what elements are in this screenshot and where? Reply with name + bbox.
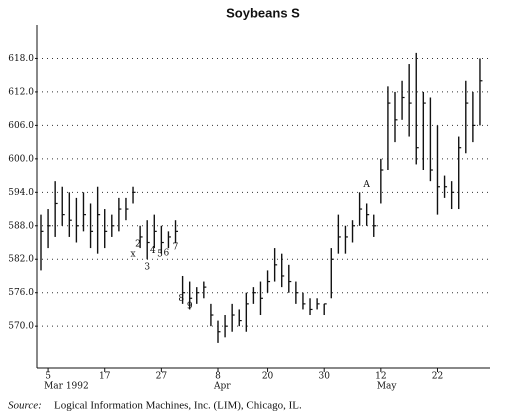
- month-label: May: [377, 382, 398, 392]
- x-tick-label: 17: [99, 372, 111, 382]
- month-label: Mar 1992: [44, 382, 89, 392]
- annotation: 3: [144, 263, 150, 273]
- y-tick-label: 576.0: [8, 288, 34, 298]
- annotation: A: [362, 180, 370, 190]
- annotation: 5: [157, 250, 163, 260]
- y-tick-label: 594.0: [8, 188, 34, 198]
- y-tick-label: 612.0: [8, 87, 34, 97]
- annotation: 6: [163, 249, 169, 259]
- y-tick-label: 588.0: [8, 221, 34, 231]
- x-tick-label: 27: [156, 372, 168, 382]
- annotation: 2: [135, 240, 141, 250]
- x-tick-label: 5: [45, 372, 51, 382]
- x-tick-label: 8: [215, 372, 221, 382]
- source: Logical Information Machines, Inc. (LIM)…: [54, 400, 302, 412]
- x-tick-label: 12: [375, 372, 386, 382]
- x-tick-label: 20: [262, 372, 274, 382]
- x-tick-label: 30: [318, 372, 330, 382]
- annotation: 8: [178, 294, 184, 304]
- y-tick-label: 582.0: [8, 255, 34, 265]
- source-label: Source:: [8, 400, 42, 412]
- annotation: 7: [173, 242, 179, 252]
- x-tick-label: 22: [432, 372, 443, 382]
- annotation: 9: [187, 302, 193, 312]
- annotation: 4: [150, 246, 156, 256]
- y-tick-label: 606.0: [8, 121, 34, 131]
- month-label: Apr: [213, 382, 231, 392]
- y-tick-label: 618.0: [8, 54, 34, 64]
- annotation: x: [131, 250, 136, 260]
- y-tick-label: 600.0: [8, 154, 34, 164]
- y-tick-label: 570.0: [8, 322, 34, 332]
- chart-title: Soybeans S: [226, 5, 300, 20]
